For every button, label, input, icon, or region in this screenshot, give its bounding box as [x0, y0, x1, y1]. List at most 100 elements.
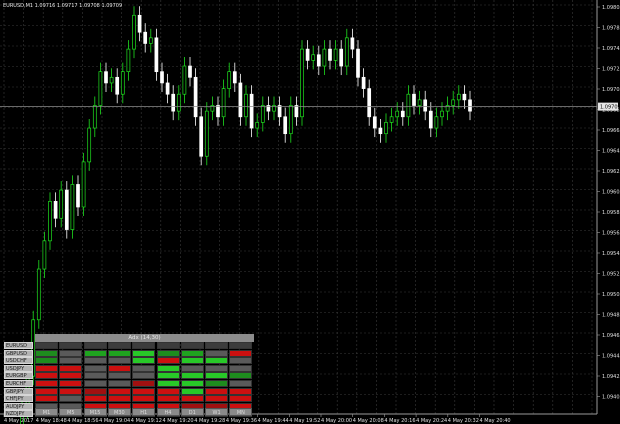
adx-cell	[156, 342, 180, 349]
candle-body	[143, 31, 148, 44]
price-tick-label: 1.09565	[602, 231, 620, 237]
adx-cell	[35, 387, 58, 395]
adx-symbol-label[interactable]: EURCHF	[4, 380, 33, 387]
adx-cell	[205, 342, 229, 349]
adx-timeframe-m1[interactable]: M1	[35, 408, 58, 416]
candle-body	[294, 105, 299, 118]
adx-symbol-label[interactable]: GBPJPY	[4, 387, 33, 395]
adx-cell	[59, 364, 83, 372]
adx-symbol-label[interactable]: EURUSD	[4, 342, 33, 349]
candle-body	[204, 110, 209, 157]
price-tick-label: 1.09525	[602, 272, 620, 278]
adx-timeframe-h4[interactable]: H4	[156, 408, 180, 416]
adx-cell	[59, 372, 83, 380]
adx-cell	[156, 395, 180, 403]
adx-symbol-label[interactable]: AUDJPY	[4, 402, 33, 410]
candle-body	[176, 93, 181, 112]
adx-cell	[229, 380, 253, 387]
adx-dashboard: Adx (14,30) EURUSD GBPUSD USDCHF USDJPY EURG…	[4, 334, 254, 418]
candle-body	[400, 110, 405, 118]
adx-cell	[35, 357, 58, 365]
price-tick-label: 1.09505	[602, 292, 620, 298]
price-tick-label: 1.09705	[602, 87, 620, 93]
candle-body	[395, 110, 400, 118]
candle-body	[255, 122, 260, 129]
candle-body	[76, 184, 80, 208]
adx-symbol-label[interactable]: USDCHF	[4, 357, 33, 365]
adx-timeframe-h1[interactable]: H1	[132, 408, 156, 416]
adx-timeframe-m15[interactable]: M15	[83, 408, 107, 416]
candle-body	[389, 116, 394, 123]
candles	[20, 6, 472, 424]
candle-body	[384, 122, 388, 135]
candle-body	[171, 93, 176, 112]
candle-body	[216, 105, 220, 118]
adx-title: Adx (14,30)	[35, 334, 254, 342]
adx-symbol-label[interactable]: GBPUSD	[4, 349, 33, 357]
candle-body	[120, 71, 125, 95]
price-tick-label: 1.09465	[602, 333, 620, 339]
candle-body	[339, 48, 344, 67]
candle-body	[344, 37, 349, 67]
time-tick-label: 4 May 20:24	[416, 418, 447, 424]
adx-cell	[35, 380, 58, 387]
adx-cell	[205, 372, 229, 380]
adx-cell	[59, 395, 83, 403]
adx-symbol-label[interactable]: EURGBP	[4, 372, 33, 380]
adx-cell	[180, 349, 204, 357]
adx-timeframe-m30[interactable]: M30	[107, 408, 131, 416]
candle-body	[412, 93, 416, 106]
adx-timeframe-m5[interactable]: M5	[59, 408, 83, 416]
adx-cell	[83, 357, 107, 365]
adx-timeframe-w1[interactable]: W1	[205, 408, 229, 416]
candle-body	[42, 240, 47, 270]
adx-symbol-label[interactable]: USDJPY	[4, 364, 33, 372]
adx-cell	[107, 395, 131, 403]
adx-cell	[132, 342, 156, 349]
adx-cell	[180, 357, 204, 365]
candle-body	[288, 105, 293, 135]
adx-cell	[229, 387, 253, 395]
candle-body	[434, 116, 439, 129]
adx-timeframe-d1[interactable]: D1	[180, 408, 204, 416]
candle-body	[361, 76, 366, 89]
price-tick-label: 1.09665	[602, 128, 620, 134]
adx-symbol-label[interactable]: CHFJPY	[4, 395, 33, 403]
candle-body	[456, 93, 461, 101]
candle-body	[316, 54, 321, 67]
candle-body	[53, 201, 58, 219]
candle-body	[372, 116, 377, 129]
candle-body	[160, 71, 164, 84]
adx-cell	[107, 349, 131, 357]
candle-body	[199, 116, 204, 157]
candle-body	[188, 65, 192, 78]
adx-cell	[59, 342, 83, 349]
candle-body	[249, 93, 254, 129]
chart-title: EURUSD,M1 1.09716 1.09717 1.09708 1.0970…	[3, 3, 122, 9]
candle-body	[305, 48, 310, 61]
candle-body	[64, 189, 69, 230]
adx-cell	[35, 395, 58, 403]
candle-body	[462, 93, 467, 101]
adx-cell	[180, 380, 204, 387]
adx-timeframe-mn[interactable]: MN	[229, 408, 253, 416]
candle-body	[48, 201, 52, 242]
candle-body	[367, 88, 372, 118]
adx-cell	[83, 364, 107, 372]
adx-cell	[180, 372, 204, 380]
adx-cell	[107, 364, 131, 372]
candle-body	[406, 93, 411, 118]
adx-cell	[156, 364, 180, 372]
adx-cell	[59, 387, 83, 395]
adx-cell	[35, 364, 58, 372]
candle-body	[81, 161, 86, 208]
time-tick-label: 4 May 19:44	[258, 418, 289, 424]
adx-symbol-label[interactable]: NZDJPY	[4, 410, 33, 418]
adx-cell	[132, 387, 156, 395]
adx-cell	[83, 395, 107, 403]
price-tick-label: 1.09445	[602, 354, 620, 360]
time-tick-label: 4 May 20:00	[321, 418, 352, 424]
price-tick-label: 1.09745	[602, 46, 620, 52]
adx-cell	[229, 372, 253, 380]
candle-body	[423, 99, 428, 112]
